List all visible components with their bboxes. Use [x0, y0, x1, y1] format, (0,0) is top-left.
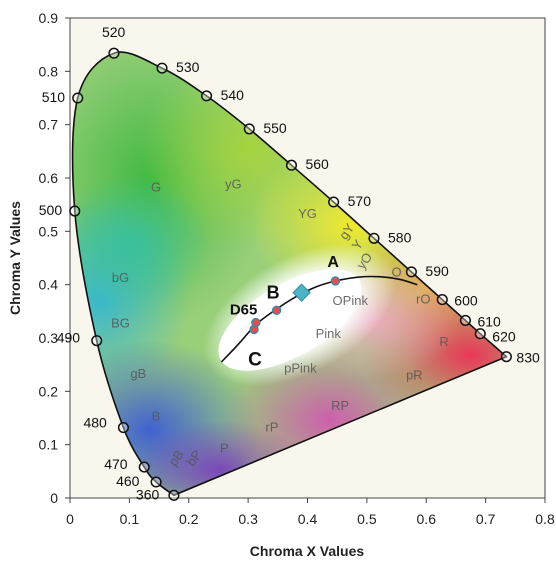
x-tick-label: 0.2 — [179, 511, 199, 527]
region-label: bP — [183, 447, 204, 469]
x-tick-label: 0.4 — [298, 511, 318, 527]
wavelength-label: 510 — [42, 89, 66, 105]
region-label: YG — [298, 206, 317, 221]
wavelength-marker — [69, 205, 81, 217]
wavelength-marker — [328, 196, 340, 208]
region-label: R — [439, 334, 448, 349]
wavelength-label: 480 — [83, 415, 107, 431]
wavelength-marker — [285, 159, 298, 171]
x-tick-label: 0.3 — [238, 511, 258, 527]
y-tick-label: 0 — [50, 490, 58, 506]
x-tick-label: 0.1 — [120, 511, 140, 527]
region-label: pR — [406, 368, 423, 383]
wavelength-label: 620 — [492, 329, 516, 345]
illuminant-marker — [330, 276, 341, 286]
y-tick-label: 0.2 — [39, 383, 59, 399]
illuminant-marker — [251, 317, 261, 328]
axes: 0 0.1 0.2 0.3 0.4 0.5 0.6 0.7 0.8 0 0.1 0.2 0.3 0.4 0.… — [39, 10, 555, 527]
wavelength-label: 530 — [176, 59, 200, 75]
illuminant-points: A B C D65 — [230, 254, 341, 370]
region-label: RP — [331, 398, 349, 413]
y-tick-label: 0.4 — [39, 277, 59, 293]
wavelength-marker — [156, 62, 168, 74]
region-label: rO — [416, 291, 430, 306]
region-label: rP — [265, 419, 278, 434]
y-axis-title: Chroma Y Values — [7, 201, 23, 315]
wavelength-label: 590 — [425, 263, 449, 279]
x-tick-label: 0 — [66, 511, 74, 527]
wavelength-marker — [368, 232, 380, 244]
illuminant-label: A — [327, 254, 339, 271]
wavelength-marker — [108, 47, 120, 59]
wavelength-marker — [150, 476, 162, 488]
y-tick-label: 0.3 — [39, 330, 59, 346]
wavelength-marker — [117, 422, 129, 434]
region-label: gB — [130, 366, 146, 381]
wavelength-label: 570 — [348, 193, 372, 209]
wavelength-label: 520 — [102, 24, 126, 40]
wavelength-label: 500 — [39, 202, 63, 218]
wavelength-label: 470 — [104, 456, 128, 472]
region-label: bG — [112, 270, 129, 285]
wavelength-label: 600 — [454, 293, 478, 309]
y-tick-label: 0.9 — [39, 10, 59, 26]
wavelength-marker — [201, 90, 213, 102]
y-tick-label: 0.5 — [39, 223, 59, 239]
wavelength-marker — [500, 351, 512, 363]
region-label: yG — [225, 177, 242, 192]
wavelength-label: 580 — [388, 229, 412, 245]
wavelength-marker — [243, 123, 255, 135]
y-tick-label: 0.1 — [39, 437, 59, 453]
illuminant-label: B — [267, 282, 280, 302]
wavelength-label: 540 — [221, 87, 245, 103]
wavelength-label: 830 — [516, 350, 540, 366]
region-label: pPink — [284, 361, 317, 376]
wavelength-marker — [459, 314, 471, 326]
wavelength-marker — [91, 335, 103, 347]
region-label: G — [151, 179, 161, 194]
wavelength-label: 560 — [305, 156, 329, 172]
wavelength-label: 550 — [263, 120, 287, 136]
region-label: Pink — [316, 326, 342, 341]
x-tick-label: 0.5 — [357, 511, 377, 527]
wavelength-marker — [138, 461, 150, 473]
region-label: BG — [111, 315, 130, 330]
y-tick-label: 0.8 — [39, 63, 59, 79]
y-tick-label: 0.6 — [39, 170, 59, 186]
wavelength-marker — [405, 266, 417, 278]
wavelength-marker — [168, 489, 180, 501]
x-axis-title: Chroma X Values — [250, 543, 365, 559]
wavelength-label: 490 — [57, 330, 81, 346]
wavelength-label: 610 — [477, 313, 501, 329]
x-tick-label: 0.7 — [476, 511, 496, 527]
wavelength-marker — [474, 328, 486, 340]
illuminant-label: C — [248, 349, 262, 370]
region-label: P — [220, 441, 229, 456]
wavelength-marker — [72, 92, 84, 104]
wavelength-label: 360 — [136, 486, 160, 502]
wavelength-marker — [436, 294, 448, 306]
illuminant-marker — [271, 305, 282, 315]
wavelength-label: 460 — [116, 473, 140, 489]
y-tick-label: 0.7 — [39, 117, 59, 133]
region-label: pB — [165, 447, 186, 469]
equal-energy-marker — [292, 283, 311, 302]
x-tick-label: 0.6 — [417, 511, 437, 527]
region-label: B — [152, 409, 161, 424]
x-tick-label: 0.8 — [535, 511, 555, 527]
illuminant-label: D65 — [230, 302, 258, 319]
region-label: OPink — [333, 293, 369, 308]
region-label: O — [392, 265, 402, 280]
